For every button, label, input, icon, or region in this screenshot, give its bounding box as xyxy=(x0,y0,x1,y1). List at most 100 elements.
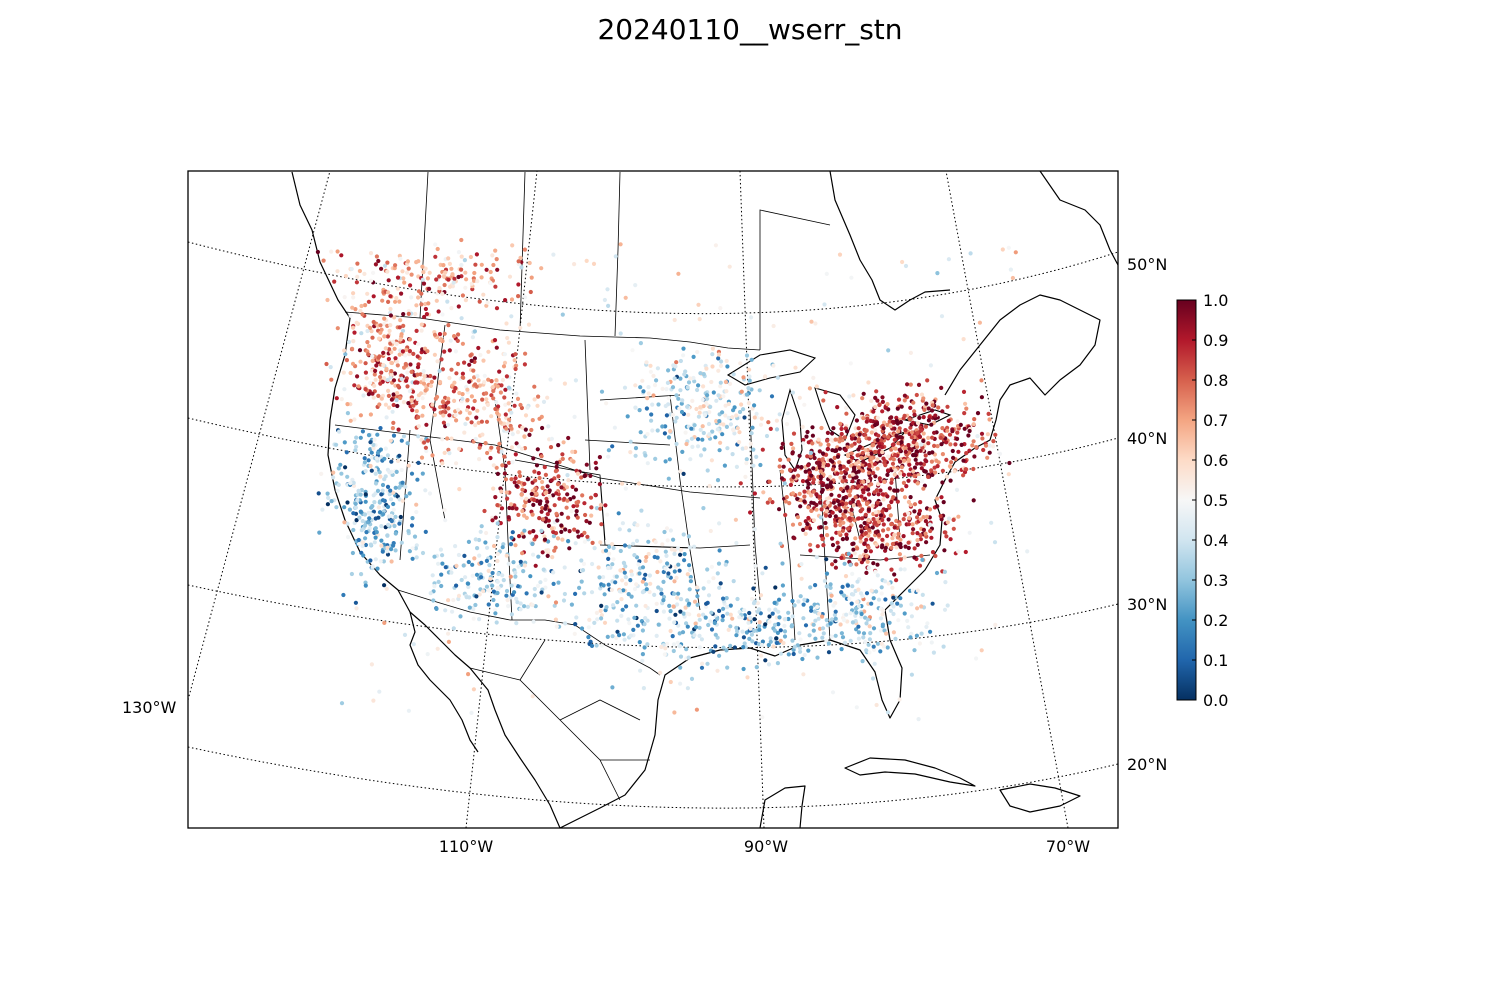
station-point xyxy=(715,571,720,576)
station-point xyxy=(766,420,771,425)
station-point xyxy=(432,375,437,380)
station-point xyxy=(374,456,379,461)
station-point xyxy=(909,631,914,636)
station-point xyxy=(917,508,923,513)
station-point xyxy=(895,488,900,493)
station-point xyxy=(663,403,668,409)
station-point xyxy=(883,463,888,468)
station-point xyxy=(837,493,842,498)
station-point xyxy=(413,380,418,385)
station-point xyxy=(679,597,684,602)
station-point xyxy=(551,581,556,587)
station-point xyxy=(749,632,755,637)
station-point xyxy=(727,264,732,269)
station-point xyxy=(677,568,682,573)
station-point xyxy=(735,596,740,602)
station-point xyxy=(453,413,458,418)
station-point xyxy=(859,611,864,617)
station-point xyxy=(875,466,880,471)
station-point xyxy=(461,563,466,568)
station-point xyxy=(971,466,976,472)
station-point xyxy=(376,393,381,398)
station-point xyxy=(779,445,784,450)
station-point xyxy=(795,496,800,501)
station-point xyxy=(919,442,924,447)
station-point xyxy=(916,717,921,722)
station-point xyxy=(811,477,816,482)
station-point xyxy=(875,562,880,567)
station-point xyxy=(819,507,824,512)
station-point xyxy=(885,494,890,499)
station-point xyxy=(802,489,807,494)
station-point xyxy=(704,366,709,371)
station-point xyxy=(705,396,710,401)
station-point xyxy=(866,533,871,538)
station-point xyxy=(393,263,398,268)
station-point xyxy=(401,400,406,405)
station-point xyxy=(698,371,703,376)
station-point xyxy=(440,437,445,442)
station-point xyxy=(715,616,720,622)
station-point xyxy=(655,428,660,433)
station-point xyxy=(856,630,862,635)
station-point xyxy=(504,321,509,326)
station-point xyxy=(752,403,757,408)
station-point xyxy=(678,388,683,393)
station-point xyxy=(826,650,832,655)
station-point xyxy=(868,631,873,636)
station-point xyxy=(961,458,966,463)
station-point xyxy=(898,603,904,608)
station-point xyxy=(409,369,414,374)
station-point xyxy=(620,481,625,486)
station-point xyxy=(469,420,474,425)
station-point xyxy=(468,353,473,358)
station-point xyxy=(582,473,587,479)
station-point xyxy=(473,382,478,387)
station-point xyxy=(845,485,850,490)
station-point xyxy=(509,410,514,415)
station-point xyxy=(926,441,931,446)
station-point xyxy=(598,506,603,511)
station-point xyxy=(945,425,950,430)
station-point xyxy=(814,507,819,512)
station-point xyxy=(524,496,529,501)
station-point xyxy=(464,277,469,282)
station-point xyxy=(386,393,391,398)
station-point xyxy=(664,413,670,418)
station-point xyxy=(701,586,706,591)
station-point xyxy=(922,468,927,474)
station-point xyxy=(964,406,969,411)
station-point xyxy=(514,621,519,626)
station-point xyxy=(864,570,869,576)
station-point xyxy=(463,575,468,580)
station-point xyxy=(586,625,591,630)
station-point xyxy=(365,520,370,525)
station-point xyxy=(442,349,447,354)
station-point xyxy=(915,421,921,426)
station-point xyxy=(368,278,374,283)
station-point xyxy=(915,531,920,536)
station-point xyxy=(685,404,690,409)
parallel-label-40n: 40°N xyxy=(1127,429,1167,448)
station-point xyxy=(688,376,693,381)
station-point xyxy=(646,551,651,557)
station-point xyxy=(472,398,477,404)
station-point xyxy=(894,545,899,550)
station-point xyxy=(906,472,911,477)
station-point xyxy=(593,492,598,498)
station-point xyxy=(494,400,499,405)
station-point xyxy=(491,396,496,401)
station-point xyxy=(378,559,383,564)
station-point xyxy=(792,536,797,541)
station-point xyxy=(491,589,496,594)
station-point xyxy=(880,399,886,404)
station-point xyxy=(856,465,861,470)
station-point xyxy=(944,457,949,462)
station-point xyxy=(792,467,798,472)
station-point xyxy=(395,286,400,291)
station-point xyxy=(440,312,445,317)
station-point xyxy=(641,389,646,394)
station-point xyxy=(351,295,356,300)
station-point xyxy=(495,551,500,557)
station-point xyxy=(1013,250,1018,255)
